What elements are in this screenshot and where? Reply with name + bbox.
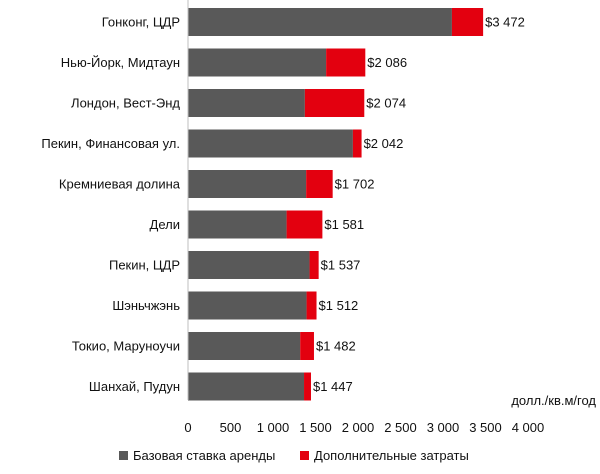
total-label: $2 086 bbox=[367, 55, 407, 70]
bar-base-rent bbox=[188, 372, 305, 401]
x-tick-label: 500 bbox=[220, 420, 242, 435]
x-tick-label: 3 000 bbox=[427, 420, 460, 435]
bar-base-rent bbox=[188, 129, 353, 158]
bar-base-rent bbox=[188, 210, 287, 239]
category-label: Шанхай, Пудун bbox=[89, 379, 180, 394]
bar-additional-costs bbox=[304, 89, 365, 117]
total-label: $2 074 bbox=[366, 96, 406, 111]
x-tick-label: 3 500 bbox=[469, 420, 502, 435]
legend-swatch-extra bbox=[300, 451, 309, 460]
bars bbox=[188, 8, 484, 401]
total-label: $1 447 bbox=[313, 379, 353, 394]
total-label: $1 537 bbox=[321, 258, 361, 273]
x-tick-label: 2 000 bbox=[342, 420, 375, 435]
bar-additional-costs bbox=[352, 129, 362, 158]
total-label: $3 472 bbox=[485, 15, 525, 30]
x-axis-ticks: 0 500 1 000 1 500 2 000 2 500 3 000 3 500 4 000 bbox=[184, 420, 544, 435]
bar-base-rent bbox=[188, 48, 327, 77]
x-tick-label: 0 bbox=[184, 420, 191, 435]
total-label: $2 042 bbox=[364, 136, 404, 151]
legend: Базовая ставка аренды Дополнительные зат… bbox=[119, 448, 469, 463]
bar-additional-costs bbox=[306, 170, 333, 198]
bar-base-rent bbox=[188, 332, 301, 360]
category-labels: Гонконг, ЦДР Нью-Йорк, Мидтаун Лондон, Вес… bbox=[41, 15, 180, 395]
bar-base-rent bbox=[188, 251, 310, 279]
category-label: Кремниевая долина bbox=[59, 177, 181, 192]
total-label: $1 482 bbox=[316, 339, 356, 354]
legend-swatch-base bbox=[119, 451, 128, 460]
category-label: Лондон, Вест-Энд bbox=[71, 96, 180, 111]
bar-additional-costs bbox=[309, 251, 319, 279]
total-label: $1 702 bbox=[335, 177, 375, 192]
category-label: Шэньчжэнь bbox=[112, 298, 180, 313]
total-label: $1 512 bbox=[319, 298, 359, 313]
category-label: Токио, Маруноучи bbox=[72, 339, 180, 354]
bar-additional-costs bbox=[326, 48, 366, 77]
data-labels: $3 472 $2 086 $2 074 $2 042 $1 702 $1 581 $1 5… bbox=[313, 15, 525, 395]
category-label: Дели bbox=[150, 217, 180, 232]
bar-additional-costs bbox=[451, 8, 484, 36]
bar-base-rent bbox=[188, 8, 452, 36]
x-tick-label: 1 000 bbox=[257, 420, 290, 435]
legend-label-extra: Дополнительные затраты bbox=[314, 448, 469, 463]
category-label: Гонконг, ЦДР bbox=[102, 15, 180, 30]
category-label: Пекин, Финансовая ул. bbox=[41, 136, 180, 151]
bar-base-rent bbox=[188, 170, 307, 198]
legend-label-base: Базовая ставка аренды bbox=[133, 448, 275, 463]
bar-additional-costs bbox=[306, 291, 317, 320]
unit-label: долл./кв.м/год bbox=[511, 393, 596, 408]
category-label: Пекин, ЦДР bbox=[109, 258, 180, 273]
x-tick-label: 1 500 bbox=[299, 420, 332, 435]
x-tick-label: 2 500 bbox=[384, 420, 417, 435]
bar-additional-costs bbox=[286, 210, 323, 239]
bar-additional-costs bbox=[304, 372, 311, 401]
total-label: $1 581 bbox=[324, 217, 364, 232]
bar-base-rent bbox=[188, 89, 305, 117]
bar-additional-costs bbox=[300, 332, 314, 360]
category-label: Нью-Йорк, Мидтаун bbox=[61, 55, 180, 70]
bar-base-rent bbox=[188, 291, 307, 320]
x-tick-label: 4 000 bbox=[512, 420, 545, 435]
